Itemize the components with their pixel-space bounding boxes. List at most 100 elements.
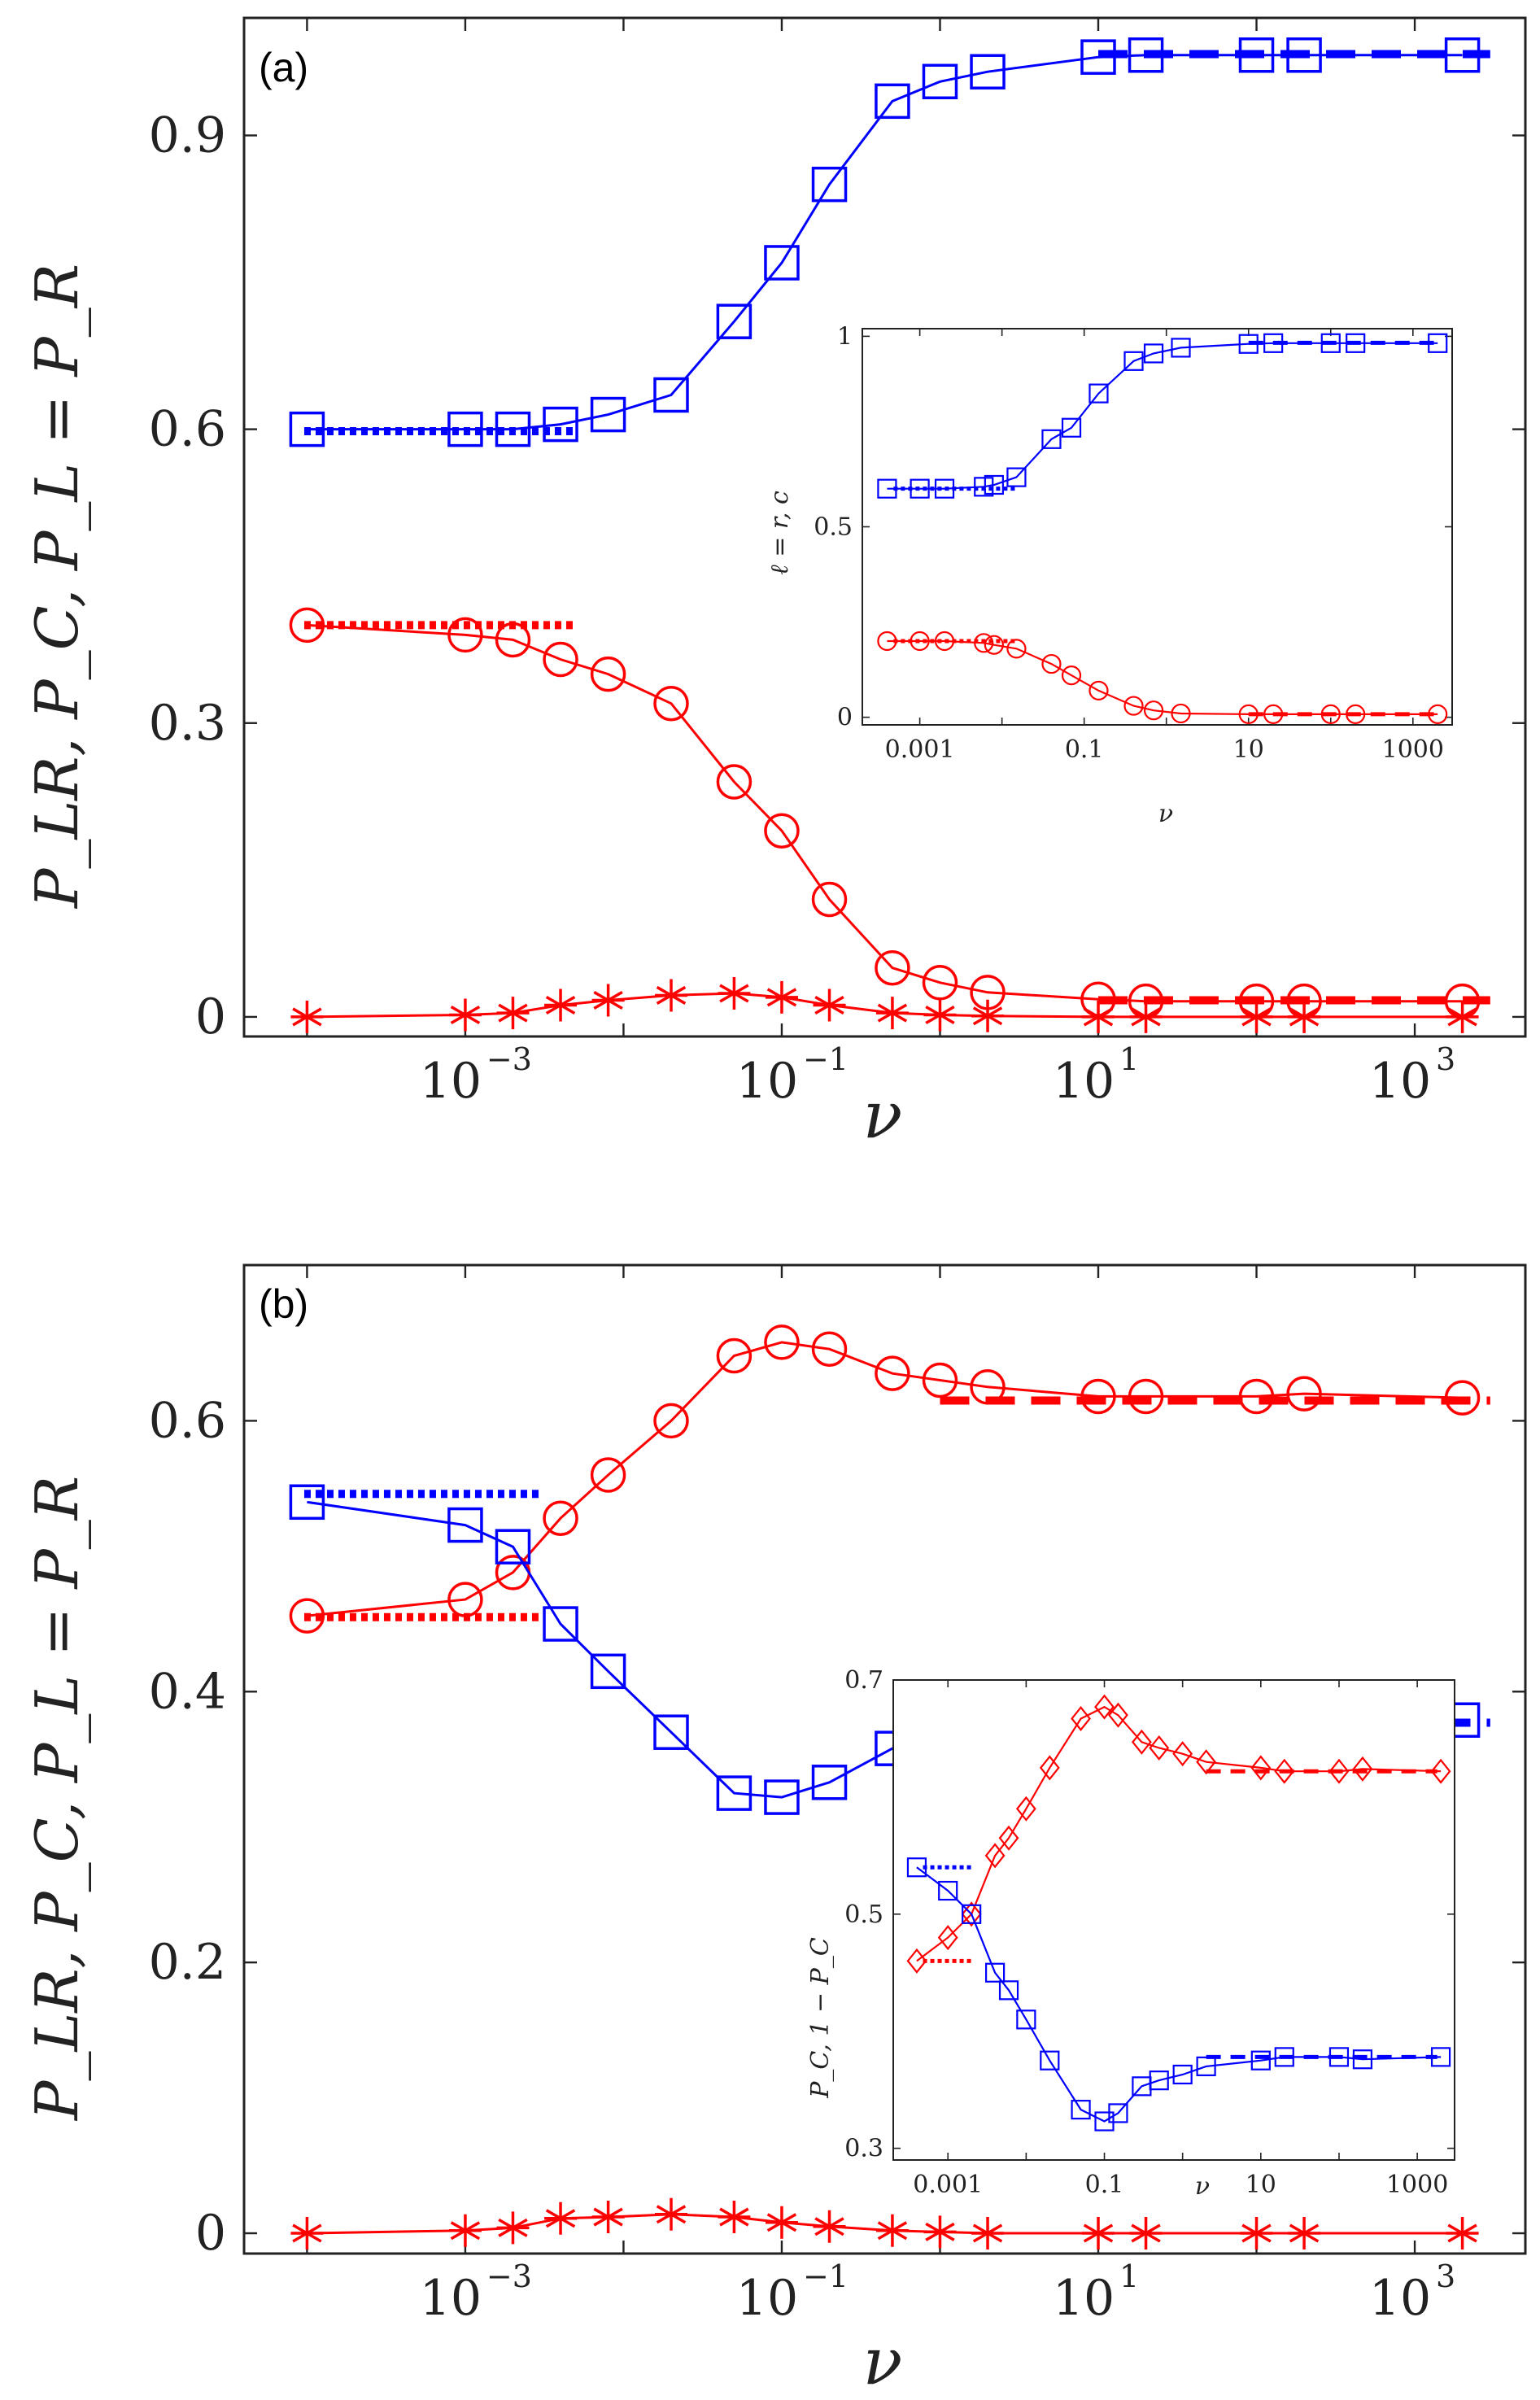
panel-a-inset-xtick-label: 1000	[1382, 735, 1444, 764]
panel-a-inset-point-square	[974, 477, 994, 497]
panel-a-inset-ylabel: ℓ = r, c	[766, 491, 794, 575]
panel-b-point-circle	[653, 1403, 689, 1439]
panel-b-point-star	[496, 2211, 530, 2245]
panel-a-point-circle	[590, 656, 626, 692]
panel-b-inset-point-square	[1352, 2049, 1373, 2070]
panel-b-point-circle	[970, 1369, 1006, 1405]
panel-a-inset-point-square	[1346, 333, 1366, 353]
panel-b-point-star	[718, 2201, 751, 2234]
panel-a-xtick-exp: −3	[486, 1041, 532, 1077]
panel-a-inset-point-square	[1238, 334, 1259, 354]
panel-a-point-star	[655, 979, 687, 1012]
panel-b-inset-point-square	[1196, 2056, 1216, 2076]
panel-b-ytick-label: 0.4	[149, 1663, 226, 1720]
panel-a-inset-point-circle	[1143, 700, 1164, 721]
panel-a-point-star	[1129, 1000, 1163, 1033]
panel-b-point-square	[811, 1765, 848, 1800]
panel-a-point-square	[764, 245, 800, 281]
panel-a-point-star	[718, 977, 751, 1010]
panel-b-point-star	[971, 2217, 1005, 2250]
panel-b-point-star	[813, 2210, 846, 2243]
panel-a-point-square	[1080, 39, 1116, 75]
panel-a-inset-point-circle	[1263, 704, 1284, 724]
panel-b-point-circle	[590, 1457, 626, 1493]
panel-a-point-star	[813, 988, 846, 1022]
panel-a-inset-plot: 0 0.5 1 0.001 0.1 10 1000	[814, 322, 1453, 764]
panel-b-inset-xtick-label: 1000	[1386, 2171, 1448, 2199]
panel-a-label: (a)	[259, 45, 308, 90]
panel-b-inset-point-diamond	[1108, 1702, 1128, 1728]
panel-a-inset-point-square	[1320, 333, 1341, 353]
panel-a-inset-point-circle	[1346, 704, 1366, 724]
panel-a-point-star	[1082, 1000, 1115, 1033]
panel-b-xtick-exp: −1	[803, 2258, 849, 2294]
panel-b-xlabel: ν	[863, 2324, 903, 2399]
panel-a-point-square	[875, 83, 910, 120]
panel-b-inset-point-diamond	[1071, 1705, 1091, 1731]
panel-a-inset-point-circle	[974, 633, 994, 653]
panel-b-inset-xtick-label: 0.001	[913, 2171, 983, 2199]
panel-a-inset-point-circle	[1171, 703, 1191, 724]
panel-b-xtick-label: 10	[1053, 2270, 1115, 2327]
panel-a-inset-point-circle	[1320, 704, 1341, 724]
panel-a-inset-point-square	[984, 474, 1004, 495]
panel-b-inset-plot: 0.3 0.5 0.7 0.001 0.1 10 1000	[844, 1666, 1455, 2199]
panel-a-ytick-label: 0	[195, 988, 226, 1045]
panel-b-inset-point-diamond	[1172, 1741, 1193, 1767]
panel-a-point-star	[591, 984, 625, 1017]
panel-b-inset-point-square	[1016, 2009, 1036, 2030]
panel-b-inset-point-square	[1071, 2100, 1091, 2120]
panel-a-point-circle	[495, 622, 531, 658]
panel-a-point-square	[495, 411, 531, 447]
panel-a-ytick-label: 0.6	[149, 401, 226, 458]
panel-b-inset-point-square	[1172, 2064, 1193, 2085]
panel-b-inset-point-square	[1149, 2071, 1169, 2091]
panel-a-xtick-exp: 3	[1436, 1041, 1455, 1077]
panel-b-point-star	[1288, 2217, 1321, 2250]
panel-a-inset-xtick-label: 0.1	[1065, 735, 1104, 764]
panel-a-ylabel: P_LR, P_C, P_L = P_R	[23, 264, 91, 910]
panel-a-point-square	[1444, 37, 1481, 73]
panel-b-inset-xtick-label: 10	[1246, 2171, 1276, 2199]
panel-b-point-circle	[447, 1582, 483, 1617]
panel-a-point-star	[544, 988, 578, 1022]
panel-a-xlabel: ν	[863, 1077, 903, 1153]
panel-b-inset-point-square	[1328, 2047, 1350, 2067]
panel-a-point-star	[923, 998, 957, 1032]
panel-a-point-square	[922, 63, 958, 99]
panel-b-inset-point-diamond	[984, 1843, 1006, 1869]
panel-b-point-square	[716, 1775, 753, 1811]
panel-a-point-star	[765, 980, 798, 1014]
panel-b-point-circle	[1238, 1378, 1275, 1415]
panel-b-ylabel: P_LR, P_C, P_L = P_R	[23, 1476, 91, 2122]
panel-b-ytick-label: 0.6	[149, 1392, 226, 1449]
panel-b-point-star	[290, 2217, 324, 2250]
panel-a-inset-point-square	[1171, 338, 1191, 358]
panel-a-xtick-exp: −1	[803, 1041, 849, 1077]
panel-b-point-star	[1082, 2217, 1115, 2250]
panel-a-inset-xlabel: ν	[1158, 800, 1173, 828]
panel-a-inset-ytick-label: 1	[837, 322, 853, 351]
panel-a-point-square	[289, 411, 325, 447]
panel-a-point-star	[875, 997, 909, 1030]
panel-b-point-circle	[764, 1324, 800, 1360]
panel-b-inset-xlabel: ν	[1195, 2172, 1210, 2201]
panel-a-inset-point-circle	[984, 635, 1004, 655]
panel-a-xtick-label: 10	[1053, 1053, 1115, 1110]
panel-b-point-square	[495, 1529, 531, 1564]
panel-a-inset-point-circle	[1238, 704, 1259, 724]
panel-b-point-star	[875, 2214, 909, 2247]
panel-b-point-circle	[543, 1500, 578, 1536]
panel-a-xtick-label: 10	[420, 1053, 482, 1110]
panel-a-point-star	[290, 1000, 324, 1033]
panel-b-point-circle	[716, 1337, 753, 1374]
panel-a-inset-point-square	[1143, 343, 1164, 364]
panel-b-inset-point-diamond	[1274, 1758, 1295, 1784]
panel-a-point-square	[543, 406, 578, 443]
panel-a-inset-point-circle	[1123, 696, 1144, 716]
panel-a-point-circle	[875, 949, 910, 986]
panel-b-point-circle	[1080, 1378, 1116, 1415]
panel-a-point-star	[1240, 1000, 1273, 1033]
panel-a-point-square	[716, 303, 753, 339]
panel-b-inset-point-diamond	[998, 1825, 1019, 1851]
